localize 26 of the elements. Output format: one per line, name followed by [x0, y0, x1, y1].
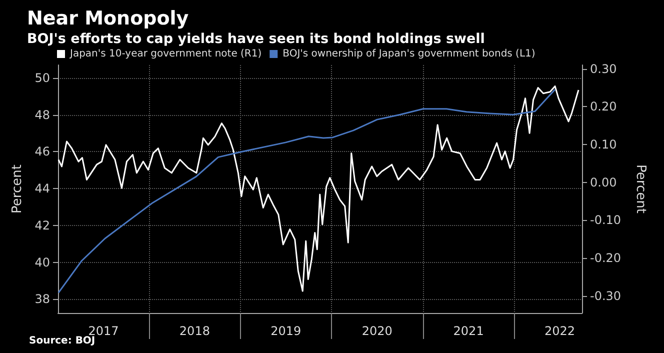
legend-label: BOJ's ownership of Japan's government bonds (L1): [282, 48, 536, 60]
y-tick-label: 46: [34, 144, 50, 159]
y2-tick-label: -0.30: [590, 288, 622, 303]
y2-tick-label: -0.10: [590, 213, 622, 228]
y-tick-label: 50: [34, 70, 50, 85]
legend-label: Japan's 10-year government note (R1): [69, 48, 262, 60]
y-tick-label: 48: [34, 108, 50, 122]
y-axis-title: Percent: [10, 164, 25, 214]
y2-tick-label: 0.20: [590, 100, 617, 114]
x-tick-label: 2021: [453, 324, 484, 338]
y-tick-label: 40: [34, 255, 50, 270]
y-tick-label: 42: [34, 218, 50, 232]
x-tick-label: 2020: [362, 324, 392, 338]
y2-tick-label: -0.20: [590, 251, 622, 266]
y2-tick-label: 0.10: [590, 138, 617, 152]
x-tick-label: 2018: [179, 324, 210, 338]
y-tick-label: 38: [34, 292, 50, 306]
y-tick-label: 44: [34, 182, 50, 196]
y2-tick-label: 0.30: [590, 62, 617, 76]
y2-tick-label: 0.00: [590, 175, 617, 190]
x-tick-label: 2019: [270, 324, 302, 338]
chart-subtitle: BOJ's efforts to cap yields have seen its bond holdings swell: [27, 31, 485, 47]
chart-title: Near Monopoly: [27, 8, 190, 30]
y2-axis-title: Percent: [633, 164, 648, 214]
x-tick-label: 2022: [544, 324, 576, 338]
source-note: Source: BOJ: [29, 336, 96, 346]
